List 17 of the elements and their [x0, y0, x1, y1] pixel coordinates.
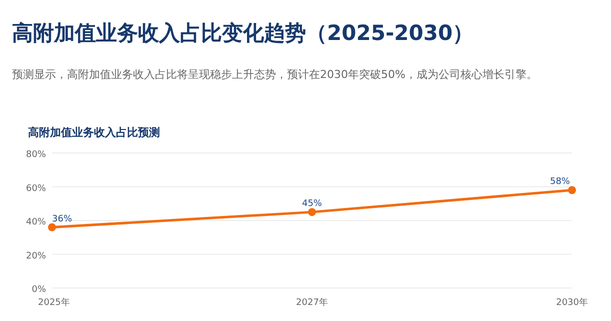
data-label: 58%: [550, 177, 570, 188]
point: [568, 186, 576, 194]
x-tick-label: 2025年: [38, 297, 70, 308]
x-tick-label: 2030年: [556, 297, 588, 308]
chart-title: 高附加值业务收入占比变化趋势（2025-2030）: [12, 21, 474, 45]
x-tick-label: 2027年: [296, 297, 328, 308]
point: [48, 223, 56, 232]
point: [308, 208, 316, 216]
y-tick-label: 80%: [26, 150, 46, 160]
data-label: 45%: [302, 199, 322, 210]
text: 高附加值业务收入占比预测: [28, 126, 160, 139]
y-tick-label: 0%: [32, 285, 46, 295]
y-tick-label: 20%: [26, 251, 46, 262]
data-label: 36%: [52, 214, 72, 224]
chart-subtitle: 预测显示，高附加值业务收入占比将呈现稳步上升态势，预计在2030年突破50%，成为公司核心增长引擎。: [12, 68, 538, 81]
y-tick-label: 40%: [26, 218, 46, 228]
y-tick-label: 60%: [26, 184, 46, 194]
